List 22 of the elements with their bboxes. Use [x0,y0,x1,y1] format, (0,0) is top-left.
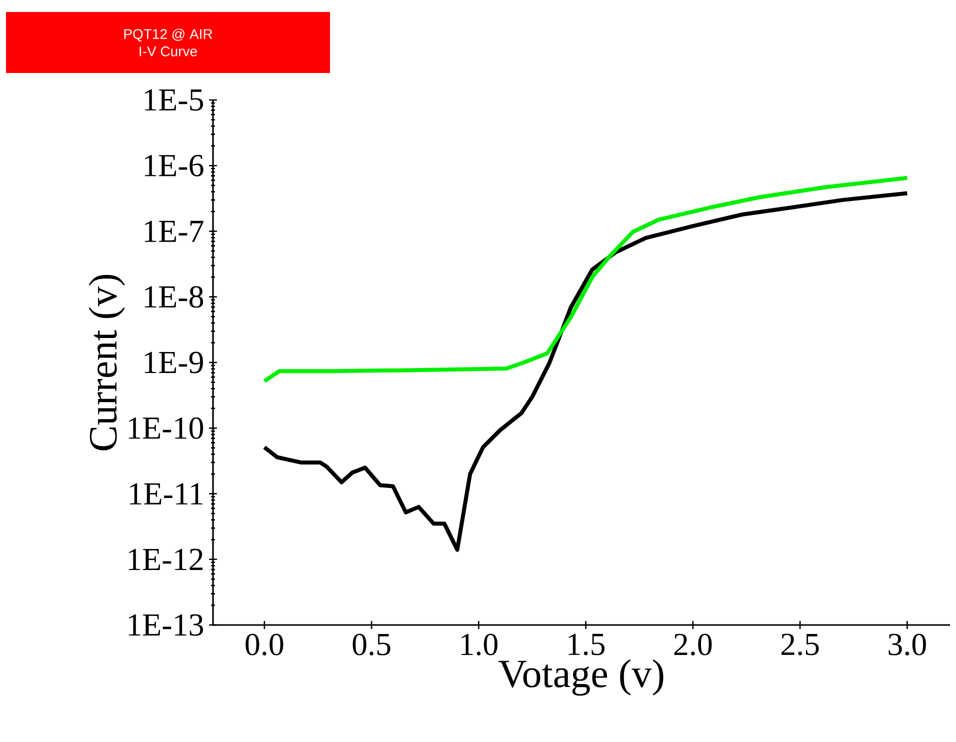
x-tick-label: 0.0 [246,634,284,656]
chart-subtitle: I-V Curve [140,46,197,56]
x-tick-label: 2.0 [674,634,712,656]
x-tick-label: 2.5 [781,634,819,656]
x-tick-label: 1.5 [568,634,605,656]
y-tick-label: 1E-12 [128,548,203,570]
y-tick-label: 1E-5 [144,89,204,111]
line-series [262,176,910,384]
y-tick-label: 1E-7 [144,220,204,242]
y-tick-label: 1E-9 [144,352,203,374]
y-tick-label: 1E-6 [144,154,204,176]
chart-title: PQT12 @ AIR [124,28,212,42]
x-axis-title: Votage (v) [498,659,664,696]
y-axis-title: Current (v) [88,274,125,450]
x-tick-label: 0.5 [352,634,390,656]
y-tick-label: 1E-8 [144,286,204,308]
y-tick-label: 1E-10 [128,417,204,439]
x-tick-label: 3.0 [888,634,926,656]
x-tick-label: 1.0 [461,634,498,656]
y-tick-label: 1E-11 [130,483,202,504]
y-tick-label: 1E-13 [128,614,204,636]
line-series [262,191,910,552]
